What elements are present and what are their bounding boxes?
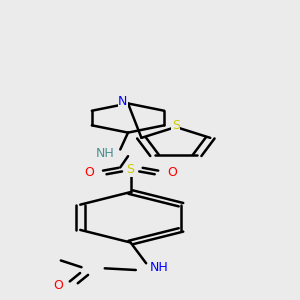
Text: S: S (172, 119, 180, 132)
Text: O: O (167, 166, 177, 179)
Text: NH: NH (150, 261, 168, 274)
Text: S: S (127, 163, 135, 176)
Text: NH: NH (95, 147, 114, 161)
Text: N: N (118, 95, 128, 108)
Text: O: O (53, 279, 63, 292)
Text: O: O (84, 166, 94, 179)
